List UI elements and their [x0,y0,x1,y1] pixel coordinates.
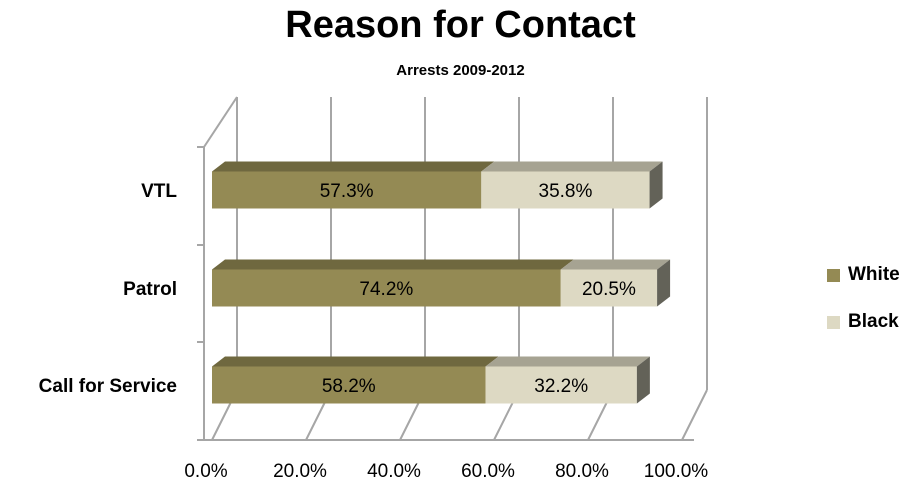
bar-segment [212,366,486,404]
chart-title: Reason for Contact [285,4,636,46]
x-tick-label: 20.0% [273,461,327,482]
y-category-label: Patrol [123,279,177,300]
bar-end-face [657,259,671,307]
side-wall-top [203,96,238,148]
data-label: 58.2% [322,376,376,397]
data-label: 20.5% [582,279,636,300]
y-category-label: Call for Service [39,376,177,397]
legend-swatch-black [827,315,840,329]
legend-item-white: White [827,264,900,286]
bar-top-face [481,161,663,172]
bar-top-face [212,356,499,367]
data-label: 57.3% [320,181,374,202]
bar-end-face [649,161,663,209]
bar-top-face [212,259,574,270]
bar-segment [560,269,658,307]
y-category-label: VTL [141,181,177,202]
legend-label-black: Black [848,311,899,332]
bar-segment [481,171,650,209]
bar-top-face [485,356,650,367]
data-label: 35.8% [539,181,593,202]
x-tick-label: 100.0% [644,461,709,482]
legend-label-white: White [848,264,900,285]
legend-swatch-white [827,268,840,282]
bar-top-face [560,259,671,270]
floor-gridline [681,389,708,441]
x-tick-label: 40.0% [367,461,421,482]
bar-segment [485,366,637,404]
bar-top-face [212,161,495,172]
chart-subtitle: Arrests 2009-2012 [396,62,525,79]
bar-segment [212,171,482,209]
legend-item-black: Black [827,311,899,333]
data-label: 32.2% [534,376,588,397]
data-label: 74.2% [359,279,413,300]
bar-segment [212,269,561,307]
x-tick-label: 80.0% [555,461,609,482]
x-tick-label: 60.0% [461,461,515,482]
bar-end-face [636,356,650,404]
x-tick-label: 0.0% [184,461,227,482]
